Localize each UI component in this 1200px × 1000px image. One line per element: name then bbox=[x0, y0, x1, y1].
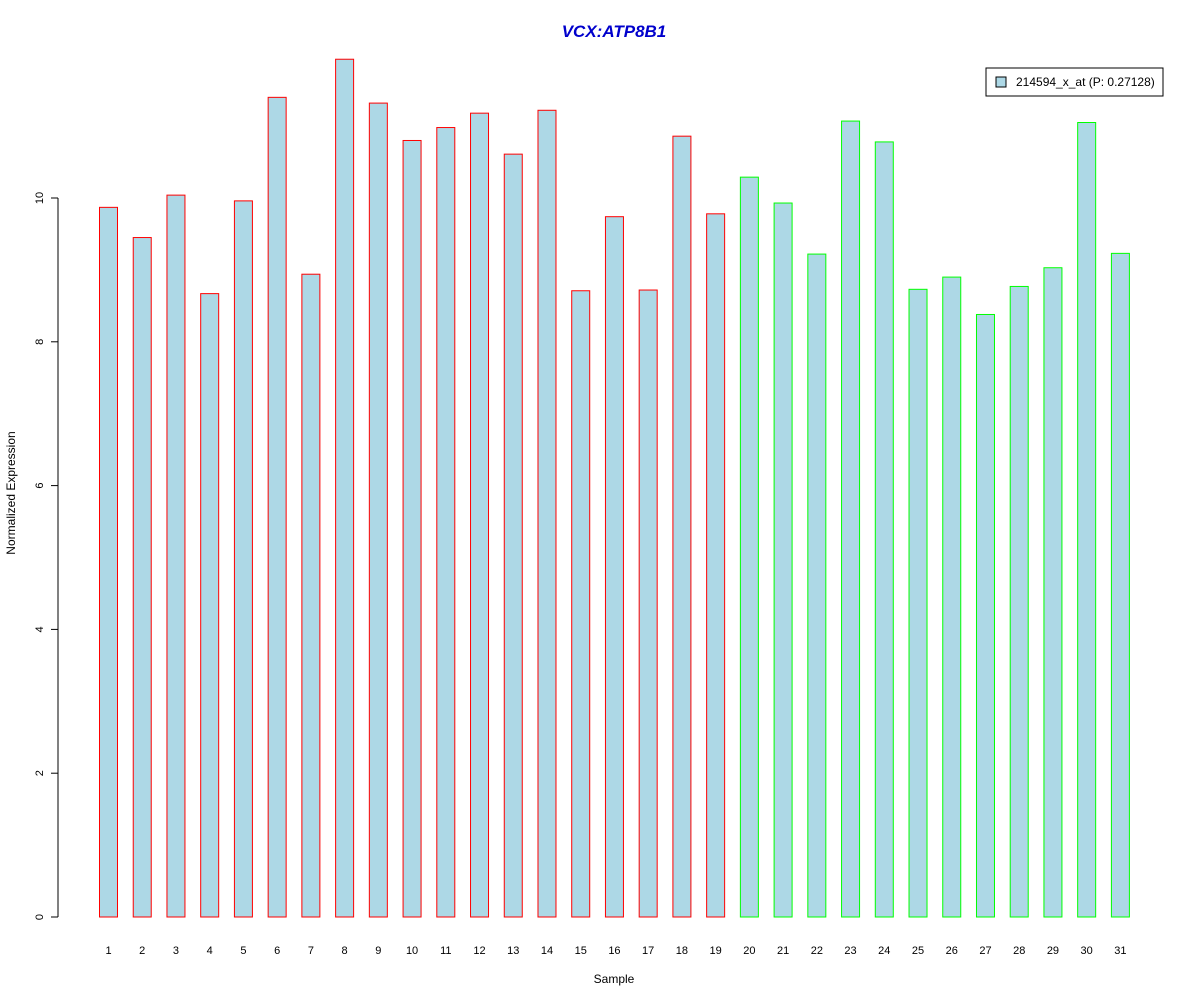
bar-sample-15 bbox=[571, 290, 591, 918]
x-tick-label: 27 bbox=[979, 945, 991, 957]
bar-sample-26 bbox=[942, 276, 962, 918]
bar-sample-21 bbox=[773, 202, 793, 918]
bar-sample-17 bbox=[638, 289, 658, 918]
bar-sample-11 bbox=[436, 127, 456, 918]
bar-sample-4 bbox=[200, 293, 220, 918]
bar-sample-12 bbox=[470, 112, 490, 918]
bar-sample-29 bbox=[1043, 267, 1063, 918]
legend-label: 214594_x_at (P: 0.27128) bbox=[1016, 75, 1155, 89]
bar-sample-9 bbox=[368, 102, 388, 918]
y-tick-label: 4 bbox=[34, 626, 46, 632]
bar-sample-3 bbox=[166, 194, 186, 918]
x-tick-label: 1 bbox=[105, 945, 111, 957]
bar-sample-20 bbox=[739, 176, 759, 918]
y-axis-label: Normalized Expression bbox=[4, 431, 18, 554]
bar-sample-27 bbox=[975, 313, 995, 918]
bar-sample-19 bbox=[706, 213, 726, 918]
bar-sample-23 bbox=[841, 120, 861, 918]
bars bbox=[99, 58, 1130, 918]
legend-box bbox=[985, 67, 1164, 97]
x-tick-labels: 1 2 3 4 5 6 7 8 9 10 11 12 13 14 15 16 17 18 19 20 21 22 23 24 2… bbox=[105, 945, 1126, 957]
bar-sample-18 bbox=[672, 135, 692, 918]
bar-sample-6 bbox=[267, 96, 287, 918]
x-tick-label: 4 bbox=[207, 945, 213, 957]
x-tick-label: 25 bbox=[912, 945, 924, 957]
x-tick-label: 19 bbox=[710, 945, 722, 957]
x-tick-label: 16 bbox=[608, 945, 620, 957]
bar-sample-1 bbox=[99, 206, 118, 918]
bar-sample-30 bbox=[1077, 122, 1097, 918]
y-axis: 0 2 4 6 8 10 bbox=[34, 192, 59, 920]
y-tick-label: 2 bbox=[34, 770, 46, 776]
x-tick-label: 31 bbox=[1114, 945, 1126, 957]
y-tick-label: 10 bbox=[34, 192, 46, 204]
bar-sample-24 bbox=[874, 141, 894, 918]
x-tick-label: 15 bbox=[575, 945, 587, 957]
bar-sample-28 bbox=[1009, 285, 1029, 918]
legend: 214594_x_at (P: 0.27128) bbox=[985, 67, 1164, 97]
bar-sample-8 bbox=[335, 58, 355, 918]
chart-title: VCX:ATP8B1 bbox=[562, 22, 667, 41]
x-tick-label: 22 bbox=[811, 945, 823, 957]
bar-sample-13 bbox=[503, 153, 523, 918]
x-tick-label: 29 bbox=[1047, 945, 1059, 957]
bar-sample-10 bbox=[402, 139, 422, 918]
x-tick-label: 30 bbox=[1081, 945, 1093, 957]
bar-sample-16 bbox=[604, 216, 624, 918]
x-tick-label: 23 bbox=[844, 945, 856, 957]
x-tick-label: 17 bbox=[642, 945, 654, 957]
bar-sample-2 bbox=[132, 237, 152, 918]
x-tick-label: 7 bbox=[308, 945, 314, 957]
x-tick-label: 6 bbox=[274, 945, 280, 957]
x-tick-label: 28 bbox=[1013, 945, 1025, 957]
x-tick-label: 18 bbox=[676, 945, 688, 957]
x-tick-label: 12 bbox=[473, 945, 485, 957]
x-tick-label: 21 bbox=[777, 945, 789, 957]
bar-sample-25 bbox=[908, 288, 928, 918]
bar-sample-14 bbox=[537, 109, 557, 918]
x-tick-label: 5 bbox=[240, 945, 246, 957]
x-tick-label: 14 bbox=[541, 945, 553, 957]
x-tick-label: 2 bbox=[139, 945, 145, 957]
bar-sample-31 bbox=[1110, 252, 1130, 918]
x-axis-label: Sample bbox=[594, 972, 635, 986]
x-tick-label: 13 bbox=[507, 945, 519, 957]
y-tick-label: 8 bbox=[34, 339, 46, 345]
x-tick-label: 20 bbox=[743, 945, 755, 957]
bar-sample-5 bbox=[233, 200, 253, 918]
x-tick-label: 3 bbox=[173, 945, 179, 957]
y-tick-label: 6 bbox=[34, 483, 46, 489]
x-tick-label: 9 bbox=[375, 945, 381, 957]
bar-sample-7 bbox=[301, 273, 321, 918]
y-tick-label: 0 bbox=[34, 914, 46, 920]
x-tick-label: 8 bbox=[342, 945, 348, 957]
x-tick-label: 24 bbox=[878, 945, 890, 957]
bar-sample-22 bbox=[807, 253, 827, 918]
x-tick-label: 11 bbox=[440, 945, 451, 957]
x-tick-label: 10 bbox=[406, 945, 418, 957]
legend-swatch bbox=[995, 76, 1007, 88]
x-tick-label: 26 bbox=[946, 945, 958, 957]
